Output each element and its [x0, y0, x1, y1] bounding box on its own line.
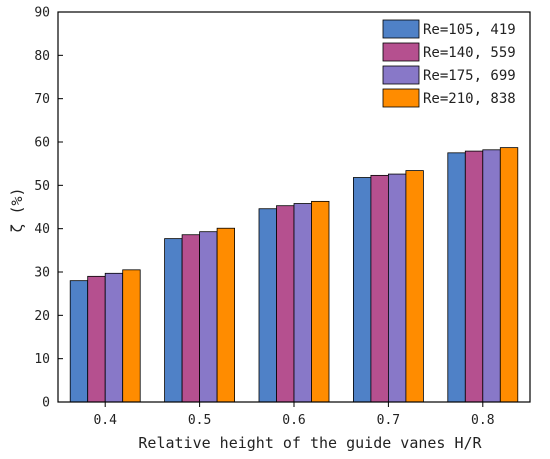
- legend-label-1: Re=105, 419: [423, 22, 516, 38]
- bar-0.6-series-3: [293, 203, 312, 403]
- legend-label-4: Re=210, 838: [423, 91, 516, 107]
- bar-0.4-series-3: [104, 272, 124, 403]
- bar-0.6-series-2: [276, 205, 295, 403]
- bar-0.8-series-3: [482, 149, 501, 403]
- bar-0.5-series-4: [216, 227, 236, 403]
- legend-label-2: Re=140, 559: [423, 45, 516, 61]
- ticks-group: 0.4 0.5 0.6 0.7 0.8 0 10 20 30 40 50 60 70 80 90: [34, 6, 494, 429]
- bar-0.6-series-4: [311, 200, 330, 403]
- y-tick-label: 30: [34, 266, 50, 281]
- legend-label-3: Re=175, 699: [423, 68, 516, 84]
- y-tick-label: 20: [34, 309, 50, 324]
- y-tick-label: 90: [34, 6, 50, 21]
- bar-0.7-series-3: [387, 173, 407, 403]
- bar-0.4-series-2: [87, 275, 106, 403]
- bar-0.5-series-3: [199, 231, 218, 403]
- bar-0.8-series-2: [464, 150, 484, 403]
- x-axis-label: Relative height of the guide vanes H/R: [138, 434, 482, 452]
- y-tick-label: 50: [34, 179, 50, 194]
- y-axis-label: ζ (%): [8, 187, 26, 232]
- bar-0.5-series-1: [164, 238, 183, 403]
- legend-swatch-1: [382, 19, 420, 39]
- bar-0.4-series-1: [69, 280, 89, 403]
- x-tick-label: 0.8: [471, 413, 494, 428]
- x-tick-label: 0.6: [282, 413, 305, 428]
- y-tick-label: 80: [34, 49, 50, 64]
- bar-0.7-series-4: [405, 170, 424, 403]
- bar-0.8-series-4: [499, 147, 519, 403]
- bars-group: [69, 147, 519, 403]
- bar-0.7-series-1: [352, 177, 372, 403]
- y-tick-label: 40: [34, 222, 50, 237]
- y-tick-label: 60: [34, 136, 50, 151]
- legend-swatch-2: [382, 42, 420, 62]
- y-tick-label: 10: [34, 352, 50, 367]
- bar-0.5-series-2: [181, 234, 201, 403]
- bar-0.8-series-1: [447, 152, 466, 403]
- legend-swatch-4: [382, 88, 420, 108]
- y-tick-label: 0: [42, 396, 50, 411]
- y-tick-label: 70: [34, 92, 50, 107]
- legend-swatch-3: [382, 65, 420, 85]
- x-tick-label: 0.5: [188, 413, 211, 428]
- legend: Re=105, 419 Re=140, 559 Re=175, 699 Re=210,…: [382, 19, 516, 108]
- bar-0.4-series-4: [122, 269, 141, 403]
- bar-0.6-series-1: [258, 208, 277, 403]
- x-tick-label: 0.4: [93, 413, 117, 428]
- x-tick-label: 0.7: [377, 413, 400, 428]
- bar-0.7-series-2: [370, 174, 389, 403]
